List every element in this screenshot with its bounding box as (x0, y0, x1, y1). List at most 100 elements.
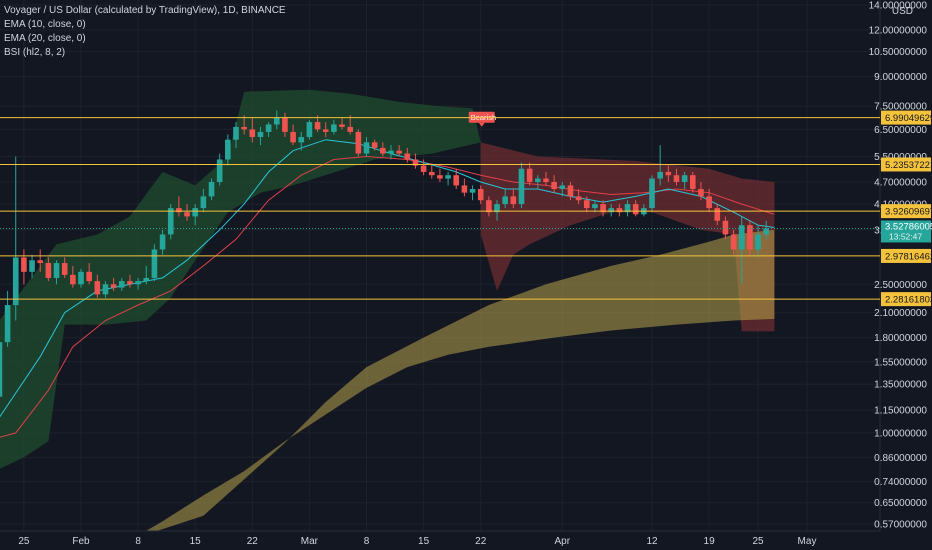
candle[interactable] (45, 257, 52, 282)
horizontal-levels[interactable]: 6.99049629 5.23537221 3.92609697 2.97816462… (0, 110, 932, 307)
candle[interactable] (518, 162, 525, 209)
candle[interactable] (494, 200, 500, 221)
candle[interactable] (747, 220, 753, 255)
candle-body[interactable] (469, 189, 476, 193)
candle-body[interactable] (118, 281, 125, 288)
candle[interactable] (755, 225, 761, 258)
candle[interactable] (355, 129, 362, 157)
candle[interactable] (714, 204, 721, 226)
candle-body[interactable] (127, 281, 133, 285)
legend-ema10[interactable]: EMA (10, close, 0) (4, 19, 86, 30)
candle-body[interactable] (706, 196, 712, 209)
candle[interactable] (192, 204, 199, 226)
candle-body[interactable] (273, 117, 280, 125)
candle-body[interactable] (331, 124, 337, 132)
candle-body[interactable] (763, 228, 770, 235)
candle-body[interactable] (494, 204, 500, 213)
candle[interactable] (265, 122, 272, 138)
candle-body[interactable] (176, 208, 182, 213)
candle-body[interactable] (314, 122, 321, 130)
candle-body[interactable] (53, 263, 60, 278)
candle-body[interactable] (78, 271, 84, 285)
candle-body[interactable] (600, 204, 606, 213)
candle-body[interactable] (306, 122, 313, 138)
candle-body[interactable] (428, 171, 435, 176)
candle[interactable] (453, 168, 460, 190)
candle-body[interactable] (526, 168, 533, 182)
candle-body[interactable] (518, 168, 525, 205)
candle-body[interactable] (714, 208, 721, 221)
candle[interactable] (706, 189, 712, 213)
candle-body[interactable] (45, 263, 52, 278)
candle-body[interactable] (437, 175, 443, 179)
candle[interactable] (624, 200, 631, 217)
candle[interactable] (347, 115, 353, 135)
candle-body[interactable] (355, 131, 362, 154)
candle[interactable] (200, 189, 207, 213)
candle-body[interactable] (233, 126, 239, 140)
candle[interactable] (698, 181, 704, 201)
time-axis[interactable]: 25 Feb 8 15 22 Mar 8 15 22 Apr 12 19 25 May (0, 530, 932, 550)
candle-body[interactable] (102, 284, 109, 295)
candle[interactable] (665, 165, 672, 182)
candle-body[interactable] (159, 234, 166, 250)
candle[interactable] (53, 260, 60, 285)
candle[interactable] (559, 181, 566, 197)
candle-body[interactable] (445, 175, 451, 179)
candle-body[interactable] (608, 208, 615, 213)
candle-body[interactable] (510, 196, 517, 205)
candle[interactable] (404, 147, 411, 163)
candle[interactable] (29, 254, 35, 278)
candle-body[interactable] (632, 204, 639, 215)
candle[interactable] (184, 204, 190, 221)
candle[interactable] (396, 145, 402, 157)
candle[interactable] (469, 185, 476, 201)
candle[interactable] (306, 119, 313, 140)
candle[interactable] (649, 175, 655, 213)
candle-body[interactable] (241, 126, 247, 130)
candle-body[interactable] (592, 204, 598, 209)
candle[interactable] (616, 204, 623, 217)
candle[interactable] (535, 175, 541, 190)
candle-body[interactable] (616, 208, 623, 213)
candle-body[interactable] (192, 208, 199, 217)
candle-body[interactable] (755, 234, 761, 250)
candle-body[interactable] (61, 263, 68, 275)
candle[interactable] (477, 185, 484, 205)
candle[interactable] (412, 153, 419, 169)
candle[interactable] (249, 117, 256, 143)
candle[interactable] (273, 110, 280, 130)
candle[interactable] (110, 277, 117, 291)
candle[interactable] (632, 200, 639, 217)
candle-body[interactable] (420, 165, 427, 172)
candle[interactable] (37, 249, 44, 272)
candle[interactable] (657, 145, 663, 186)
legend-bsi[interactable]: BSI (hl2, 8, 2) (4, 47, 66, 58)
candle[interactable] (371, 139, 378, 151)
candle[interactable] (135, 277, 141, 290)
candle[interactable] (551, 175, 557, 193)
candle[interactable] (298, 131, 305, 151)
candle[interactable] (94, 274, 101, 298)
candle-body[interactable] (747, 225, 753, 250)
candle-body[interactable] (624, 204, 631, 213)
candle-body[interactable] (673, 175, 680, 182)
candle[interactable] (583, 196, 590, 213)
candle-body[interactable] (396, 150, 402, 154)
candle-body[interactable] (322, 129, 329, 132)
candle-body[interactable] (502, 196, 508, 205)
candle[interactable] (127, 274, 133, 288)
candle-body[interactable] (0, 342, 3, 397)
candle-body[interactable] (738, 225, 745, 250)
candle[interactable] (592, 200, 598, 213)
candle[interactable] (78, 268, 84, 288)
candle-body[interactable] (143, 277, 150, 282)
candle-body[interactable] (216, 159, 223, 182)
candle[interactable] (445, 171, 451, 186)
candle[interactable] (681, 171, 688, 190)
candle[interactable] (763, 220, 770, 240)
candle[interactable] (70, 265, 76, 288)
candle-body[interactable] (110, 284, 117, 288)
candle[interactable] (486, 196, 492, 217)
